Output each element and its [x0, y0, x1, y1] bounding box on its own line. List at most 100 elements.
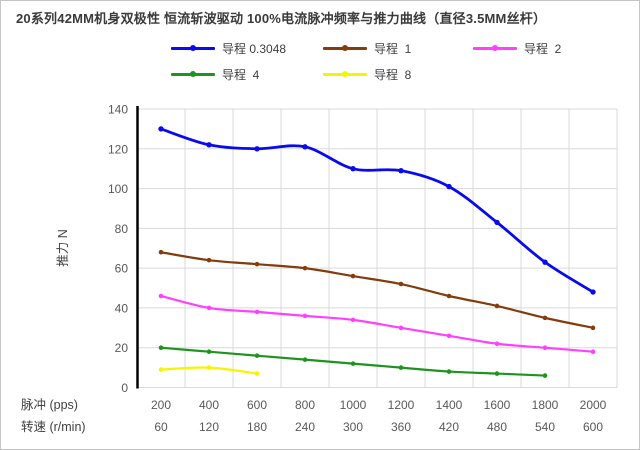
- series-marker: [206, 305, 212, 311]
- series-path: [159, 127, 595, 294]
- series-marker: [494, 219, 500, 226]
- series-marker: [254, 353, 260, 358]
- y-tick-label: 20: [115, 341, 129, 355]
- x-tick-label: 300: [343, 420, 363, 434]
- series-marker: [446, 333, 452, 339]
- y-tick-label: 120: [108, 142, 128, 156]
- x-tick-label: 400: [199, 398, 219, 412]
- x-tick-label: 600: [583, 420, 603, 434]
- series-marker: [302, 144, 308, 150]
- series-marker: [206, 349, 212, 354]
- series-marker: [590, 289, 596, 295]
- x-tick-label: 540: [535, 420, 555, 434]
- series-marker: [350, 317, 356, 323]
- legend-swatch-line: [473, 45, 517, 51]
- series-marker: [206, 257, 212, 263]
- x-axis-row-label: 转速 (r/min): [21, 419, 86, 434]
- x-tick-label: 800: [295, 398, 315, 412]
- legend-item: 导程 2: [473, 40, 561, 56]
- legend-swatch-marker: [190, 45, 196, 51]
- series-marker: [158, 126, 164, 132]
- series-marker: [158, 249, 164, 255]
- x-tick-label: 1200: [388, 398, 415, 412]
- series-marker: [590, 325, 596, 331]
- legend-swatch-line: [323, 71, 367, 77]
- y-tick-label: 100: [108, 182, 128, 196]
- x-tick-label: 200: [151, 398, 171, 412]
- x-tick-label: 180: [247, 420, 267, 434]
- legend-label: 导程 2: [524, 41, 562, 56]
- legend-item: 导程 1: [323, 40, 411, 56]
- series-marker: [446, 293, 452, 299]
- series-marker: [350, 361, 356, 366]
- x-tick-label: 1000: [340, 398, 367, 412]
- series-marker: [302, 265, 308, 271]
- chart-title: 20系列42MM机身双极性 恒流斩波驱动 100%电流脉冲频率与推力曲线（直径3…: [16, 11, 547, 26]
- x-tick-label: 1800: [532, 398, 559, 412]
- y-tick-label: 0: [121, 381, 128, 395]
- series-marker: [542, 315, 548, 321]
- series-marker: [542, 373, 548, 378]
- x-tick-label: 1600: [484, 398, 511, 412]
- series-marker: [398, 365, 404, 370]
- series-4: [158, 365, 260, 376]
- series-1: [158, 249, 596, 331]
- series-marker: [398, 281, 404, 287]
- legend-swatch-line: [323, 45, 367, 51]
- y-axis-title: 推力 N: [56, 229, 70, 267]
- legend-label: 导程 0.3048: [222, 41, 287, 56]
- series-marker: [254, 261, 260, 267]
- legend-item: 导程 8: [323, 66, 411, 82]
- series-marker: [398, 167, 404, 174]
- legend-swatch-line: [171, 71, 215, 77]
- legend-swatch-marker: [190, 71, 196, 77]
- series-marker: [206, 142, 212, 148]
- series-marker: [542, 259, 548, 265]
- series-path: [159, 294, 595, 353]
- series-marker: [302, 357, 308, 362]
- x-tick-label: 60: [154, 420, 168, 434]
- x-axis-row-label: 脉冲 (pps): [21, 397, 78, 412]
- chart-legend: 导程 0.3048 导程 1 导程 2 导程 4 导程 8: [1, 1, 639, 96]
- series-2: [158, 293, 596, 354]
- legend-item: 导程 4: [171, 66, 259, 82]
- series-marker: [494, 303, 500, 309]
- series-path: [159, 251, 595, 329]
- legend-label: 导程 4: [222, 67, 260, 82]
- y-tick-label: 60: [115, 262, 129, 276]
- series-marker: [302, 313, 308, 319]
- series-marker: [398, 325, 404, 331]
- x-tick-label: 120: [199, 420, 219, 434]
- series-marker: [590, 349, 596, 354]
- series-marker: [254, 371, 260, 376]
- legend-label: 导程 8: [374, 67, 412, 82]
- legend-swatch-marker: [342, 71, 348, 77]
- series-marker: [542, 345, 548, 351]
- x-tick-label: 480: [487, 420, 507, 434]
- y-tick-label: 80: [115, 222, 129, 236]
- x-tick-label: 420: [439, 420, 459, 434]
- series-marker: [494, 371, 500, 376]
- series-3: [158, 345, 548, 378]
- series-marker: [158, 293, 164, 299]
- series-marker: [350, 165, 356, 172]
- series-0: [158, 126, 596, 295]
- legend-swatch-marker: [492, 45, 498, 51]
- x-tick-label: 600: [247, 398, 267, 412]
- y-tick-label: 140: [108, 103, 128, 117]
- x-tick-label: 240: [295, 420, 315, 434]
- series-marker: [446, 369, 452, 374]
- legend-swatch-marker: [342, 45, 348, 51]
- y-tick-label: 40: [115, 301, 129, 315]
- x-tick-label: 2000: [580, 398, 607, 412]
- x-tick-label: 1400: [436, 398, 463, 412]
- series-marker: [254, 146, 260, 152]
- series-marker: [350, 273, 356, 279]
- series-marker: [206, 365, 212, 370]
- series-marker: [494, 341, 500, 347]
- series-marker: [254, 309, 260, 315]
- x-tick-label: 360: [391, 420, 411, 434]
- legend-item: 导程 0.3048: [171, 40, 286, 56]
